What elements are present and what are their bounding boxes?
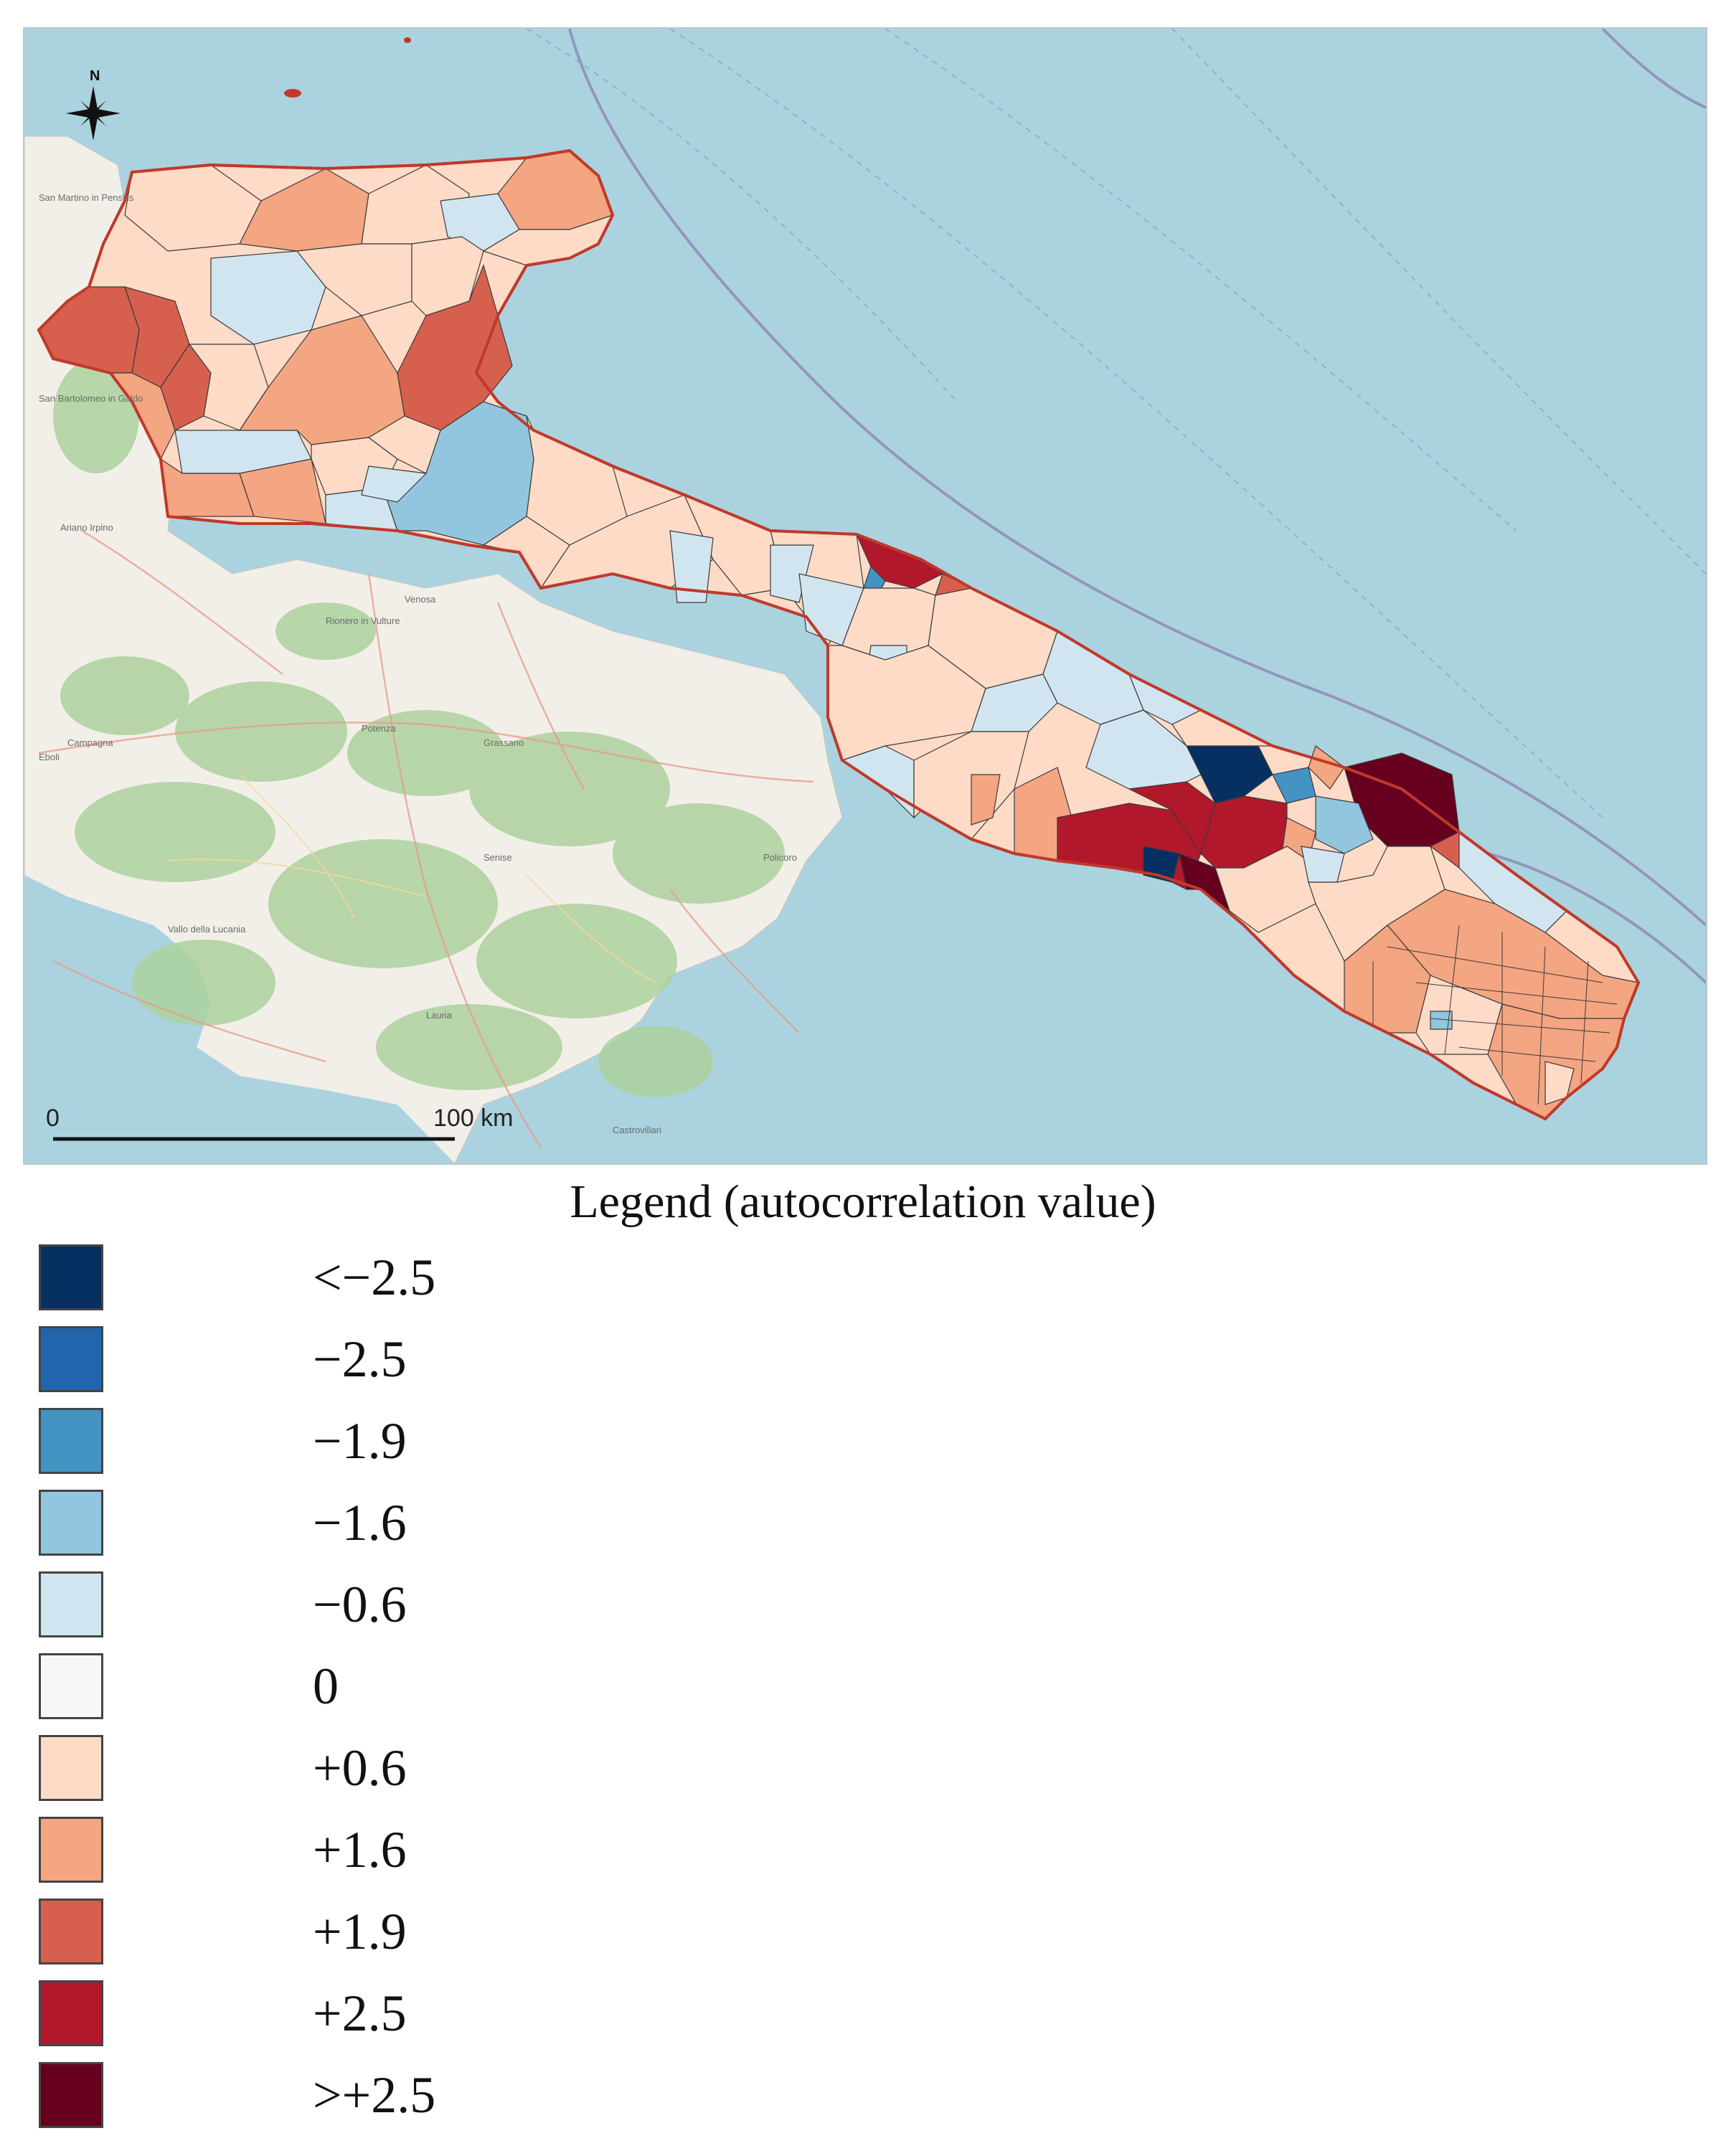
legend-item: +2.5	[39, 1972, 435, 2054]
municipality[interactable]	[1308, 846, 1446, 962]
legend-label: +0.6	[313, 1739, 407, 1797]
municipalities	[38, 150, 1640, 1120]
legend-swatch	[39, 1899, 103, 1964]
municipality[interactable]	[361, 465, 428, 503]
legend-label: −1.6	[313, 1493, 407, 1551]
legend: <−2.5 −2.5 −1.9 −1.6 −0.6 0 +0.6 +1.6 +1.9 +2.5 >+…	[39, 1237, 435, 2136]
legend-swatch	[39, 1735, 103, 1801]
legend-swatch	[39, 1817, 103, 1883]
legend-label: +1.6	[313, 1820, 407, 1878]
municipality[interactable]	[1308, 745, 1345, 790]
legend-item: <−2.5	[39, 1237, 435, 1318]
sea-boundaries	[568, 29, 1706, 984]
tremiti-islands	[284, 37, 411, 98]
legend-label: >+2.5	[313, 2066, 436, 2124]
map-canvas[interactable]: San Martino in Pensilis San Bartolomeo i…	[24, 29, 1706, 1163]
legend-item: −0.6	[39, 1564, 435, 1645]
place-label: San Bartolomeo in Galdo	[39, 393, 143, 404]
legend-swatch	[39, 1653, 103, 1719]
municipality[interactable]	[1085, 709, 1202, 790]
legend-label: −2.5	[313, 1330, 407, 1388]
municipality[interactable]	[1215, 846, 1316, 933]
north-arrow-icon: N	[66, 68, 121, 141]
scale-bar-start-label: 0	[46, 1105, 60, 1132]
region-outline	[37, 148, 1641, 1121]
compass-label: N	[90, 68, 100, 84]
legend-label: <−2.5	[313, 1248, 436, 1306]
place-label: Policoro	[763, 852, 797, 863]
sea-west	[24, 875, 455, 1163]
legend-swatch	[39, 1980, 103, 2046]
scale-bar-end-label: 100 km	[433, 1105, 514, 1132]
place-label: Venosa	[405, 594, 436, 605]
legend-swatch	[39, 1408, 103, 1474]
map-frame: San Martino in Pensilis San Bartolomeo i…	[23, 27, 1707, 1165]
legend-title: Legend (autocorrelation value)	[570, 1176, 1156, 1228]
place-label: Rionero in Vulture	[326, 615, 400, 626]
road-network-yellow	[167, 774, 656, 983]
legend-swatch	[39, 1571, 103, 1637]
legend-item: −1.9	[39, 1400, 435, 1482]
legend-item: −2.5	[39, 1318, 435, 1400]
municipality[interactable]	[669, 530, 714, 603]
legend-label: −0.6	[313, 1575, 407, 1633]
legend-item: +1.6	[39, 1809, 435, 1891]
legend-swatch	[39, 1244, 103, 1310]
place-label: Senise	[484, 852, 512, 863]
legend-item: >+2.5	[39, 2054, 435, 2136]
sea-lines	[526, 29, 1706, 818]
place-label: San Martino in Pensilis	[39, 192, 134, 203]
legend-item: +0.6	[39, 1727, 435, 1809]
legend-swatch	[39, 1490, 103, 1556]
road-network	[38, 529, 814, 1148]
legend-swatch	[39, 2062, 103, 2128]
place-label: Eboli	[39, 752, 60, 762]
place-label: Potenza	[362, 723, 396, 734]
place-label: Grassano	[484, 737, 524, 748]
salento-grid	[1372, 925, 1618, 1105]
legend-label: −1.9	[313, 1412, 407, 1470]
legend-label: +1.9	[313, 1902, 407, 1960]
legend-label: 0	[313, 1657, 339, 1715]
legend-swatch	[39, 1326, 103, 1392]
municipality[interactable]	[1430, 1011, 1453, 1030]
municipality[interactable]	[1315, 795, 1374, 854]
legend-label: +2.5	[313, 1984, 407, 2042]
legend-item: −1.6	[39, 1482, 435, 1564]
place-label: Campagna	[67, 737, 113, 748]
place-label: Castrovillari	[613, 1125, 661, 1135]
municipality[interactable]	[971, 774, 1001, 826]
place-label: Ariano Irpino	[60, 522, 113, 533]
legend-item: 0	[39, 1645, 435, 1727]
sea-ionian	[527, 789, 1706, 1163]
place-labels: San Martino in Pensilis San Bartolomeo i…	[39, 192, 797, 1135]
place-label: Vallo della Lucania	[168, 924, 246, 935]
place-label: Lauria	[426, 1010, 453, 1021]
legend-item: +1.9	[39, 1891, 435, 1972]
